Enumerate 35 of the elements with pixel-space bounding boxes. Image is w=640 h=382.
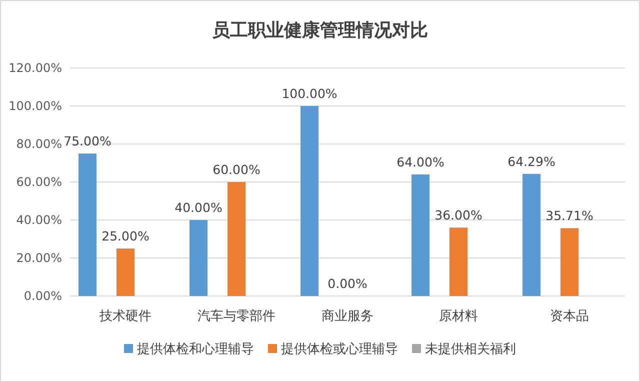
bar (190, 220, 208, 296)
bar (116, 248, 134, 296)
x-tick-label: 技术硬件 (98, 309, 152, 324)
data-label: 64.00% (396, 154, 444, 170)
bar (412, 174, 430, 296)
bar (228, 182, 246, 296)
bar (300, 106, 318, 296)
x-tick-label: 原材料 (439, 309, 478, 324)
y-tick-label: 120.00% (8, 61, 62, 75)
bar (560, 228, 578, 296)
data-label: 100.00% (282, 86, 338, 101)
y-tick-label: 60.00% (16, 175, 62, 189)
data-label: 0.00% (328, 276, 368, 291)
chart-title: 员工职业健康管理情况对比 (211, 20, 428, 41)
data-label: 35.71% (546, 208, 594, 224)
bar (522, 174, 540, 296)
legend-label: 提供体检或心理辅导 (281, 341, 398, 357)
data-label: 75.00% (64, 134, 112, 148)
bar (78, 154, 96, 296)
x-tick-label: 资本品 (550, 309, 589, 324)
y-tick-label: 0.00% (24, 289, 62, 303)
data-label: 64.29% (508, 154, 556, 169)
y-tick-label: 80.00% (16, 137, 62, 151)
x-tick-label: 商业服务 (322, 309, 374, 324)
data-label: 40.00% (174, 200, 222, 215)
y-tick-label: 100.00% (8, 99, 62, 113)
x-tick-label: 汽车与零部件 (198, 309, 276, 324)
data-label: 25.00% (102, 228, 150, 244)
legend-label: 未提供相关福利 (425, 342, 516, 357)
legend-label: 提供体检和心理辅导 (137, 341, 254, 357)
bar (450, 228, 468, 296)
data-label: 36.00% (434, 208, 482, 223)
y-tick-label: 40.00% (16, 213, 62, 227)
data-label: 60.00% (212, 162, 260, 177)
y-tick-label: 20.00% (16, 251, 62, 265)
